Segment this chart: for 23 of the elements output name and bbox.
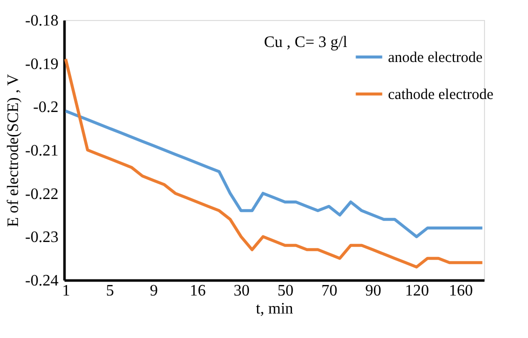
x-tick-label: 1 xyxy=(62,282,70,300)
y-tick-label: -0.2 xyxy=(33,99,58,116)
x-tick-label: 9 xyxy=(150,282,158,300)
annotation: Cu , C= 3 g/l xyxy=(264,34,348,51)
y-tick-label: -0.18 xyxy=(25,12,58,30)
line-series xyxy=(64,110,484,238)
y-axis-title: E of electrode(SCE) , V xyxy=(5,74,22,227)
y-tick-label: -0.19 xyxy=(25,56,58,73)
x-tick-label: 50 xyxy=(277,282,294,300)
y-tick-label: -0.22 xyxy=(25,186,58,203)
legend-label: anode electrode xyxy=(388,50,483,66)
legend-label: cathode electrode xyxy=(388,87,494,103)
x-axis-title: t, min xyxy=(256,300,294,318)
x-tick-label: 70 xyxy=(321,282,338,300)
x-tick-label: 16 xyxy=(190,282,206,300)
x-tick-label: 5 xyxy=(106,282,114,300)
y-tick-label: -0.23 xyxy=(25,229,58,246)
x-tick-label: 160 xyxy=(448,282,473,300)
y-tick-label: -0.21 xyxy=(25,142,58,160)
x-tick-label: 90 xyxy=(365,282,382,300)
x-tick-label: 120 xyxy=(405,282,430,300)
y-tick-label: -0.24 xyxy=(25,272,58,290)
x-tick-label: 30 xyxy=(234,282,250,300)
